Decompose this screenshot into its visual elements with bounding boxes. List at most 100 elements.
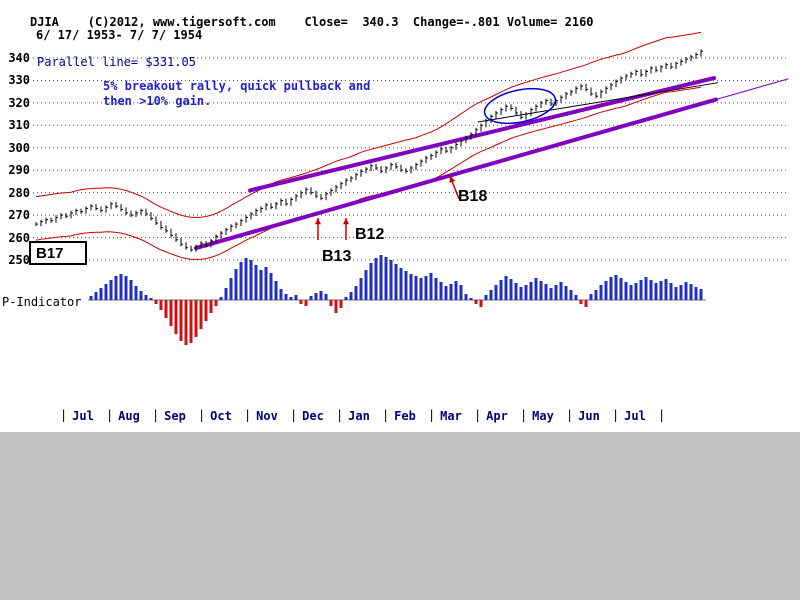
indicator-bar xyxy=(284,294,288,300)
breakout-note-line2: then >10% gain. xyxy=(103,94,212,108)
indicator-bar xyxy=(559,282,563,300)
b18-signal-label: B18 xyxy=(458,188,488,205)
b17-signal-box: B17 xyxy=(29,241,87,265)
indicator-bar xyxy=(384,257,388,300)
indicator-bar xyxy=(274,281,278,300)
indicator-bar xyxy=(354,286,358,300)
indicator-bar xyxy=(154,300,158,304)
indicator-bar xyxy=(639,280,643,300)
indicator-bar xyxy=(149,298,153,300)
indicator-bar xyxy=(499,280,503,300)
y-axis-tick-label: 300 xyxy=(8,140,30,155)
month-tick: | xyxy=(566,408,574,422)
indicator-bar xyxy=(279,289,283,300)
indicator-bar xyxy=(174,300,178,334)
indicator-bar xyxy=(394,264,398,300)
indicator-bar xyxy=(504,276,508,300)
indicator-bar xyxy=(549,288,553,300)
month-tick: | xyxy=(382,408,390,422)
month-label: Feb xyxy=(394,409,416,423)
annotation-arrow-head xyxy=(342,218,350,225)
month-tick: | xyxy=(612,408,620,422)
month-label: Nov xyxy=(256,409,278,423)
indicator-bar xyxy=(164,300,168,318)
p-indicator-label: P-Indicator xyxy=(2,295,82,309)
indicator-bar xyxy=(399,268,403,300)
indicator-bar xyxy=(459,285,463,300)
breakout-trendline xyxy=(477,82,719,123)
indicator-bar xyxy=(224,288,228,300)
annotation-arrow-head xyxy=(314,218,322,225)
indicator-bar xyxy=(644,277,648,300)
month-tick: | xyxy=(336,408,344,422)
month-label: May xyxy=(532,409,554,423)
indicator-bar xyxy=(89,296,93,300)
indicator-bar xyxy=(314,293,318,300)
indicator-bar xyxy=(159,300,163,310)
indicator-bar xyxy=(409,274,413,300)
month-tick: | xyxy=(428,408,436,422)
month-axis: | Jul | Aug | Sep | Oct | Nov | Dec | Jan | Feb | Mar | Apr… xyxy=(0,408,800,428)
indicator-bar xyxy=(514,283,518,300)
lower-band-line xyxy=(35,86,702,260)
indicator-bar xyxy=(439,282,443,300)
indicator-bar xyxy=(194,300,198,337)
indicator-bar xyxy=(309,296,313,300)
indicator-bar xyxy=(579,300,583,304)
indicator-bar xyxy=(359,278,363,300)
indicator-bar xyxy=(634,283,638,300)
indicator-bar xyxy=(494,285,498,300)
indicator-bar xyxy=(364,270,368,300)
indicator-bar xyxy=(99,288,103,300)
y-axis-tick-label: 330 xyxy=(8,73,30,88)
upper-band-line xyxy=(35,31,702,219)
indicator-bar xyxy=(479,300,483,307)
indicator-bar xyxy=(599,285,603,300)
indicator-bar xyxy=(674,287,678,300)
indicator-bar xyxy=(229,278,233,300)
month-label: Jan xyxy=(348,409,370,423)
indicator-bar xyxy=(614,275,618,300)
breakout-ellipse xyxy=(483,87,557,125)
indicator-bar xyxy=(564,286,568,300)
indicator-bar xyxy=(529,282,533,300)
indicator-bar xyxy=(94,292,98,300)
month-tick: | xyxy=(520,408,528,422)
indicator-bar xyxy=(189,300,193,343)
indicator-bar xyxy=(524,285,528,300)
indicator-bar xyxy=(244,258,248,300)
month-label: Jul xyxy=(72,409,94,423)
indicator-bar xyxy=(429,273,433,300)
indicator-bar xyxy=(214,300,218,306)
y-axis-tick-label: 310 xyxy=(8,118,30,133)
breakout-note: 5% breakout rally, quick pullback and th… xyxy=(103,79,370,109)
indicator-bar xyxy=(144,295,148,300)
month-tick: | xyxy=(60,408,68,422)
indicator-bar xyxy=(434,278,438,300)
indicator-bar xyxy=(689,284,693,300)
indicator-bar xyxy=(509,279,513,300)
indicator-bar xyxy=(659,281,663,300)
y-axis-tick-label: 250 xyxy=(8,252,30,267)
indicator-bar xyxy=(349,292,353,300)
indicator-bar xyxy=(289,297,293,300)
y-axis-tick-label: 270 xyxy=(8,208,30,223)
y-axis-tick-label: 340 xyxy=(8,51,30,65)
trend-channel-line xyxy=(248,76,716,193)
indicator-bar xyxy=(184,300,188,345)
indicator-bar xyxy=(259,270,263,300)
indicator-bar xyxy=(109,280,113,300)
indicator-bar xyxy=(519,287,523,300)
indicator-bar xyxy=(654,283,658,300)
indicator-bar xyxy=(199,300,203,329)
indicator-bar xyxy=(294,295,298,300)
indicator-bar xyxy=(629,285,633,300)
indicator-bar xyxy=(374,258,378,300)
indicator-bar xyxy=(574,295,578,300)
indicator-bar xyxy=(584,300,588,307)
b13-signal-label: B13 xyxy=(322,248,352,265)
indicator-bar xyxy=(444,286,448,300)
y-axis-tick-label: 260 xyxy=(8,230,30,245)
indicator-bar xyxy=(694,287,698,300)
indicator-bar xyxy=(249,260,253,300)
